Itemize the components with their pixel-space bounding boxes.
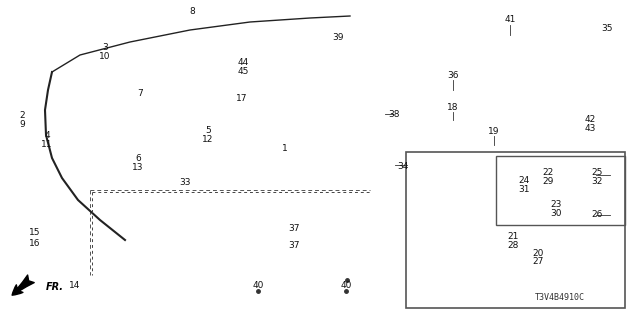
Text: 25: 25 bbox=[591, 167, 603, 177]
Text: 41: 41 bbox=[504, 14, 516, 23]
Text: 11: 11 bbox=[41, 140, 52, 148]
Text: 23: 23 bbox=[550, 199, 562, 209]
Text: 29: 29 bbox=[542, 177, 554, 186]
Text: 4: 4 bbox=[44, 131, 50, 140]
Text: 27: 27 bbox=[532, 258, 544, 267]
Text: 3: 3 bbox=[102, 43, 108, 52]
Text: 36: 36 bbox=[447, 70, 459, 79]
Text: 12: 12 bbox=[202, 134, 214, 143]
Text: 14: 14 bbox=[69, 281, 81, 290]
Text: 43: 43 bbox=[584, 124, 596, 132]
Text: 13: 13 bbox=[132, 163, 144, 172]
Text: 34: 34 bbox=[397, 162, 409, 171]
Text: 26: 26 bbox=[591, 210, 603, 219]
Text: FR.: FR. bbox=[46, 282, 64, 292]
Bar bbox=[406, 152, 625, 308]
Text: 2: 2 bbox=[19, 110, 25, 119]
Text: 24: 24 bbox=[518, 175, 530, 185]
Text: 8: 8 bbox=[189, 6, 195, 15]
Text: 15: 15 bbox=[29, 228, 41, 236]
Text: 32: 32 bbox=[591, 177, 603, 186]
Text: 44: 44 bbox=[237, 58, 248, 67]
Text: 30: 30 bbox=[550, 209, 562, 218]
Text: 1: 1 bbox=[282, 143, 288, 153]
Text: 5: 5 bbox=[205, 125, 211, 134]
Text: 35: 35 bbox=[601, 23, 612, 33]
Text: 9: 9 bbox=[19, 119, 25, 129]
Text: 17: 17 bbox=[236, 93, 248, 102]
Text: 21: 21 bbox=[508, 231, 518, 241]
Text: T3V4B4910C: T3V4B4910C bbox=[535, 293, 585, 302]
Text: 40: 40 bbox=[340, 281, 352, 290]
Text: 16: 16 bbox=[29, 238, 41, 247]
Text: 7: 7 bbox=[137, 89, 143, 98]
Text: 19: 19 bbox=[488, 126, 500, 135]
Text: 39: 39 bbox=[332, 33, 344, 42]
Text: 31: 31 bbox=[518, 185, 530, 194]
Text: 22: 22 bbox=[542, 167, 554, 177]
Bar bbox=[496, 156, 625, 225]
Text: 37: 37 bbox=[288, 241, 300, 250]
Text: 37: 37 bbox=[288, 223, 300, 233]
Text: 18: 18 bbox=[447, 102, 459, 111]
Text: 10: 10 bbox=[99, 52, 111, 60]
Text: 40: 40 bbox=[252, 281, 264, 290]
Text: 33: 33 bbox=[179, 178, 191, 187]
Text: 38: 38 bbox=[388, 109, 400, 118]
Text: 6: 6 bbox=[135, 154, 141, 163]
Text: 45: 45 bbox=[237, 67, 249, 76]
Text: 28: 28 bbox=[508, 241, 518, 250]
Text: 42: 42 bbox=[584, 115, 596, 124]
Text: 20: 20 bbox=[532, 249, 544, 258]
